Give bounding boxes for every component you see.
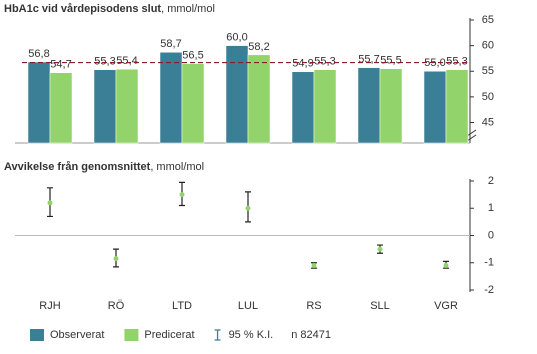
bar (445, 69, 469, 144)
y-tick-label: 50 (482, 91, 494, 103)
value-label: 60,0 (226, 32, 247, 44)
value-label: 58,7 (160, 38, 181, 50)
value-label: 55,3 (446, 56, 467, 68)
point (179, 192, 185, 198)
value-label: 55,5 (380, 55, 401, 67)
chart-title: Avvikelse från genomsnittet (4, 161, 151, 173)
value-label: 55,4 (116, 55, 137, 67)
x-tick-label: RS (306, 300, 321, 312)
bar (313, 69, 337, 144)
chart-title: HbA1c vid vårdepisodens slut (4, 3, 161, 15)
bar (27, 61, 51, 144)
point (113, 256, 119, 262)
legend-swatch (30, 329, 44, 341)
y-tick-label: 0 (488, 229, 494, 241)
bar (115, 68, 139, 144)
value-label: 55,3 (314, 56, 335, 68)
value-label: 55,0 (424, 57, 445, 69)
y-tick-label: 45 (482, 116, 494, 128)
value-label: 56,5 (182, 49, 203, 61)
bar (49, 72, 73, 144)
value-label: 56,8 (28, 48, 49, 60)
bar (159, 52, 183, 144)
legend-label: 95 % K.I. (229, 329, 274, 341)
value-label: 55,3 (94, 56, 115, 68)
y-tick-label: 1 (488, 202, 494, 214)
chart-unit: , mmol/mol (161, 3, 215, 15)
legend-label: Observerat (50, 329, 104, 341)
point (443, 262, 449, 268)
bar (181, 63, 205, 144)
y-tick-label: 55 (482, 65, 494, 77)
point (47, 200, 53, 206)
bar (423, 71, 447, 144)
legend-label: Predicerat (144, 329, 194, 341)
point (377, 246, 383, 252)
y-tick-label: -1 (484, 257, 494, 269)
y-tick-label: 2 (488, 175, 494, 187)
bar (247, 54, 271, 144)
x-tick-label: RJH (39, 300, 60, 312)
y-tick-label: -2 (484, 284, 494, 296)
value-label: 55,7 (358, 54, 379, 66)
bar (93, 69, 117, 144)
bar (357, 67, 381, 144)
value-label: 58,2 (248, 41, 269, 53)
point (311, 262, 317, 268)
y-tick-label: 65 (482, 14, 494, 26)
point (245, 205, 251, 211)
x-tick-label: LUL (238, 300, 258, 312)
x-tick-label: RÖ (108, 300, 125, 312)
x-tick-label: VGR (434, 300, 458, 312)
chart-unit: , mmol/mol (150, 161, 204, 173)
bar (379, 68, 403, 144)
bar (225, 45, 249, 144)
value-label: 54,7 (50, 59, 71, 71)
legend-swatch (124, 329, 139, 341)
bar (291, 71, 315, 144)
legend-ci-icon (214, 329, 221, 341)
x-tick-label: LTD (172, 300, 192, 312)
legend-note: n 82471 (291, 329, 331, 341)
y-tick-label: 60 (482, 40, 494, 52)
value-label: 54,9 (292, 58, 313, 70)
x-tick-label: SLL (370, 300, 390, 312)
